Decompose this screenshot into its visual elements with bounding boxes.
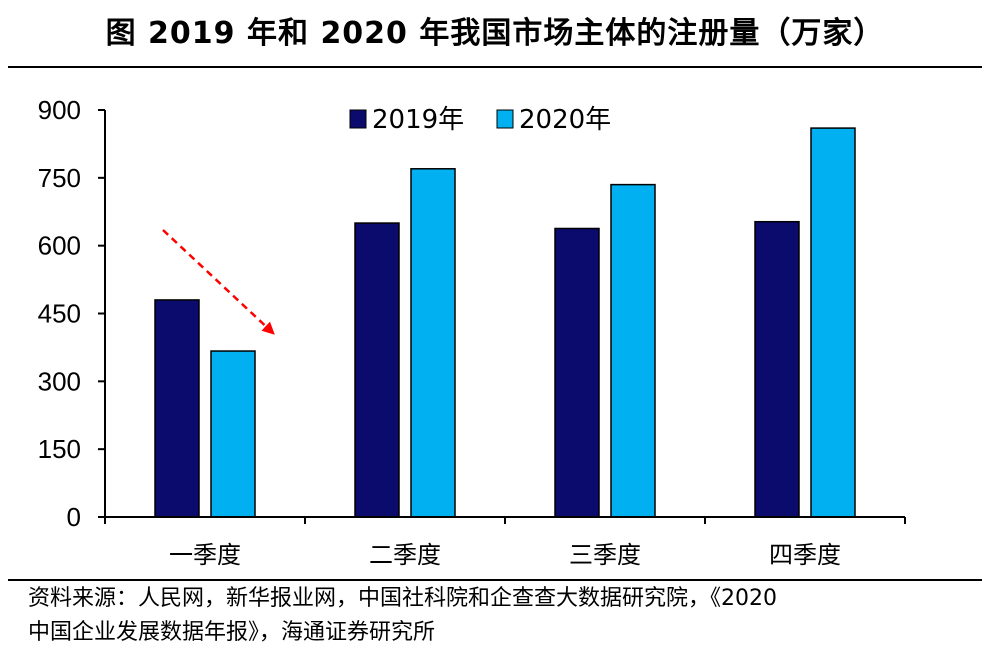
x-tick-label: 二季度 (369, 541, 441, 569)
y-tick-label: 750 (38, 163, 81, 193)
legend-label-2020: 2020年 (519, 105, 611, 135)
bar-2020-q2 (410, 168, 456, 518)
source-line-2: 中国企业发展数据年报》，海通证券研究所 (28, 620, 436, 645)
x-tick-label: 三季度 (569, 541, 641, 569)
bar-2020-q4 (810, 127, 856, 518)
annotations (162, 229, 275, 335)
source-note: 资料来源：人民网，新华报业网，中国社科院和企查查大数据研究院，《2020 中国企… (28, 582, 968, 650)
bar-2020-q3 (610, 183, 656, 518)
bar-2019-q3 (554, 227, 600, 518)
y-tick-label: 600 (38, 231, 81, 261)
bar-2019-q1 (154, 299, 200, 518)
y-tick-label: 150 (38, 434, 81, 464)
legend: 2019年 2020年 (349, 105, 611, 135)
y-tick-label: 900 (38, 95, 81, 125)
x-tick-label: 一季度 (169, 541, 241, 569)
source-line-1: 资料来源：人民网，新华报业网，中国社科院和企查查大数据研究院，《2020 (28, 586, 777, 611)
y-tick-label: 0 (67, 502, 81, 532)
bar-2020-q1 (210, 350, 256, 518)
bars (154, 127, 856, 518)
bar-chart: 2019年 2020年 一季度 二季度 三季度 四季度 0 150 300 450 600 750 9… (38, 95, 906, 569)
legend-swatch-2020 (496, 109, 514, 129)
chart-title: 图 2019 年和 2020 年我国市场主体的注册量（万家） (105, 16, 885, 51)
decline-arrow (162, 229, 275, 335)
x-tick-label: 四季度 (769, 541, 841, 569)
legend-swatch-2019 (349, 109, 367, 129)
legend-label-2019: 2019年 (372, 105, 464, 135)
axes: 一季度 二季度 三季度 四季度 0 150 300 450 600 750 900 (38, 95, 906, 569)
y-tick-label: 300 (38, 366, 81, 396)
title-rule (8, 66, 982, 68)
bar-2019-q2 (354, 222, 400, 518)
source-rule (8, 579, 982, 581)
y-tick-label: 450 (38, 299, 81, 329)
bar-2019-q4 (754, 220, 800, 518)
